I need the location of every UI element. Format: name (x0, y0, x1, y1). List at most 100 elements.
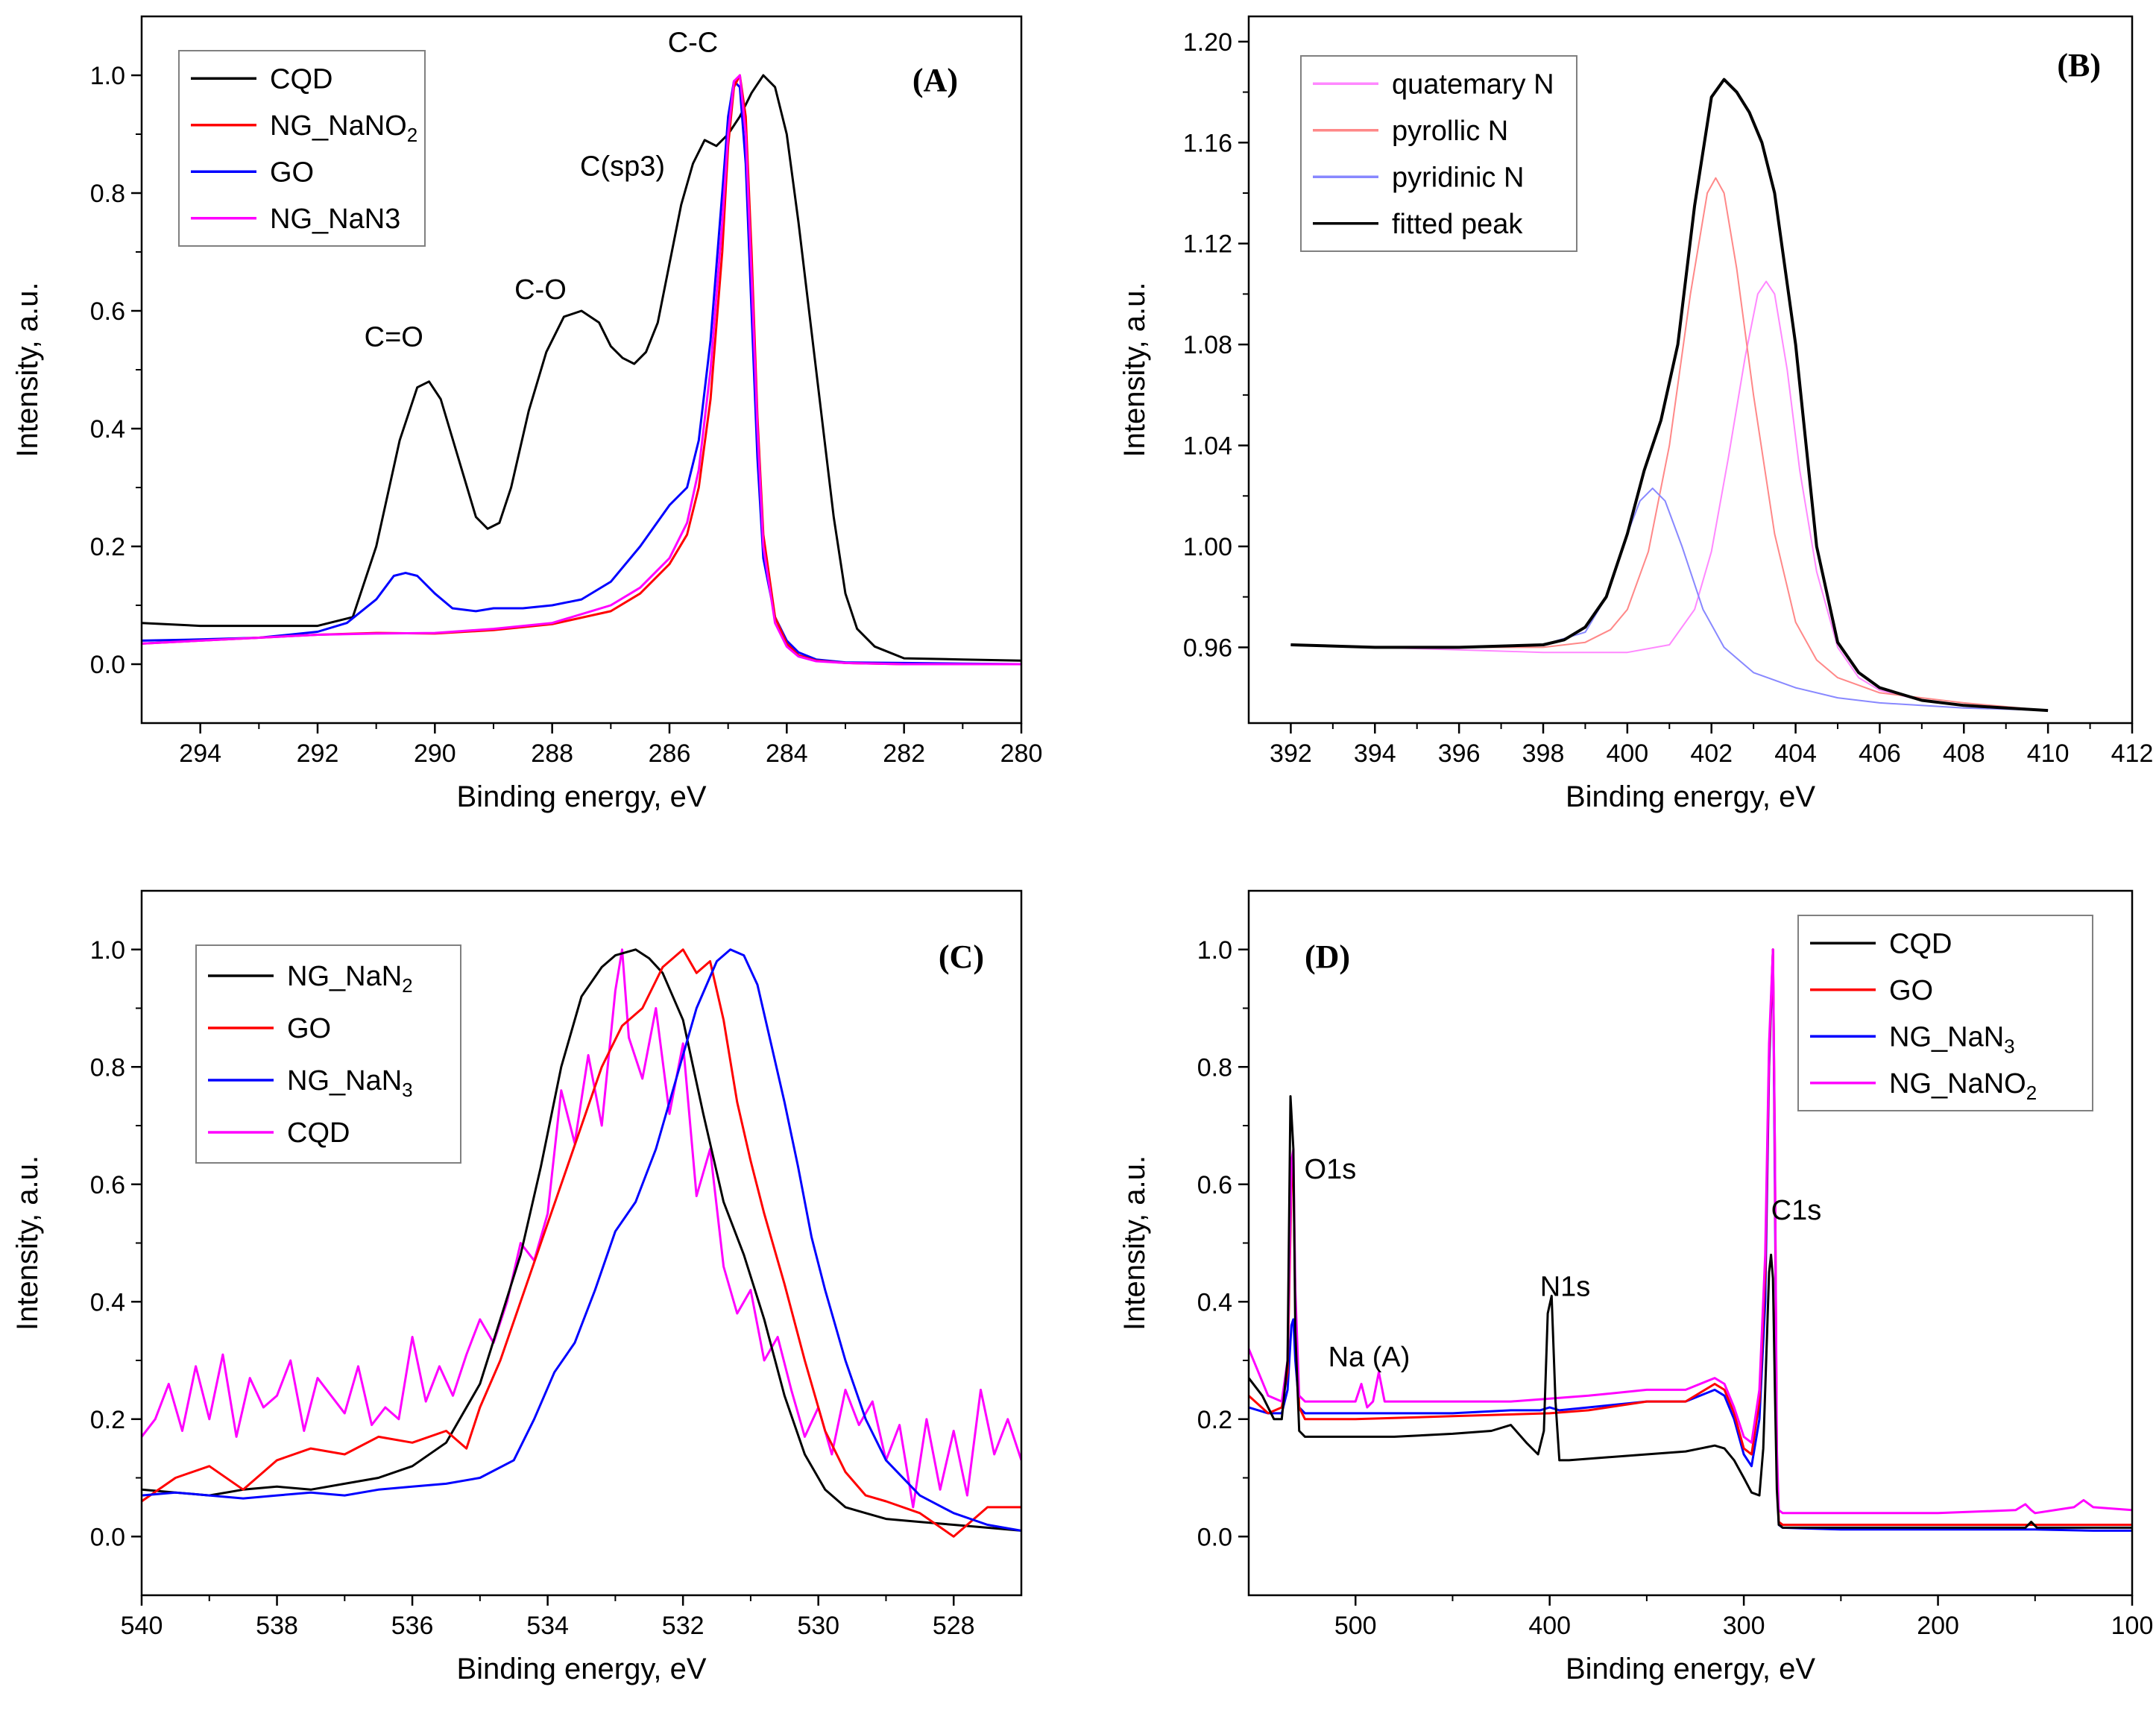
x-tick-label: 288 (531, 739, 573, 768)
legend-entry-text: pyrollic N (1392, 116, 1508, 147)
x-tick-label: 398 (1522, 739, 1565, 768)
x-tick-label: 408 (1943, 739, 1985, 768)
legend-entry-subscript: 3 (402, 1079, 412, 1101)
y-tick-label: 1.04 (1183, 432, 1232, 461)
legend-entry: quatemary N (1392, 69, 1554, 100)
legend: CQD GO NG_NaN3 NG_NaNO2 (1797, 915, 2093, 1111)
series-line-ng-nano2 (1249, 948, 2132, 1515)
y-tick-label: 0.2 (1197, 1406, 1232, 1434)
y-tick-label: 0.0 (90, 651, 125, 679)
chart-panel-c: 540 538 536 534 532 530 528 0.0 0.2 0.4 0.6 0.8 1.0 B… (11, 889, 1023, 1685)
y-tick-label: 0.4 (90, 1288, 125, 1316)
x-tick-label: 100 (2111, 1612, 2154, 1640)
y-axis-title: Intensity, a.u. (1118, 1155, 1151, 1331)
legend-entry-text: NG_NaN (287, 961, 402, 992)
series-line-cqd (142, 948, 1021, 1509)
legend-entry-text: NG_NaN3 (270, 204, 400, 235)
legend-box (1797, 915, 2093, 1111)
peak-annotation: C=O (365, 321, 423, 353)
legend-entry: fitted peak (1392, 209, 1523, 240)
legend-entry-text: fitted peak (1392, 209, 1523, 240)
y-tick-label: 1.0 (90, 936, 125, 965)
y-tick-label: 1.16 (1183, 129, 1232, 157)
x-tick-label: 500 (1334, 1612, 1377, 1640)
x-axis-title: Binding energy, eV (456, 1653, 706, 1685)
y-tick-label: 1.20 (1183, 28, 1232, 57)
y-tick-label: 0.0 (90, 1523, 125, 1551)
legend-entry-text: CQD (1889, 928, 1952, 959)
y-tick-label: 1.0 (90, 62, 125, 90)
x-tick-label: 392 (1270, 739, 1312, 768)
peak-annotation: C-O (514, 274, 567, 306)
legend-entry: GO (270, 157, 314, 188)
x-axis-title: Binding energy, eV (1566, 1653, 1815, 1685)
series-line-quatemary-n (1290, 280, 2049, 712)
x-tick-label: 282 (883, 739, 925, 768)
legend-entry-text: GO (287, 1013, 331, 1044)
x-tick-label: 400 (1528, 1612, 1571, 1640)
legend: quatemary N pyrollic N pyridinic N fitted p… (1300, 55, 1577, 252)
legend-entry: pyridinic N (1392, 162, 1524, 193)
y-tick-label: 1.0 (1197, 936, 1232, 965)
panel-label: (A) (912, 62, 958, 98)
x-axis-title: Binding energy, eV (456, 780, 706, 813)
legend-entry-text: NG_NaNO (270, 110, 407, 142)
x-tick-label: 410 (2027, 739, 2070, 768)
legend-entry-text: GO (270, 157, 314, 188)
chart-panel-a: 294 292 290 288 286 284 282 280 0.0 0.2 0.4 0.6 0.8 1… (11, 15, 1043, 813)
legend-entry-text: CQD (270, 63, 332, 95)
x-tick-label: 394 (1354, 739, 1396, 768)
x-tick-label: 292 (297, 739, 339, 768)
legend-entry: CQD (287, 1117, 350, 1149)
y-axis-title: Intensity, a.u. (11, 1155, 44, 1331)
x-tick-label: 294 (179, 739, 221, 768)
y-tick-label: 0.2 (90, 533, 125, 561)
x-tick-label: 532 (662, 1612, 705, 1640)
x-tick-label: 300 (1723, 1612, 1765, 1640)
panel-label: (C) (939, 939, 984, 975)
y-tick-label: 0.2 (90, 1406, 125, 1434)
legend-entry: GO (287, 1013, 331, 1044)
legend-entry: CQD (1889, 928, 1952, 959)
legend-entry: NG_NaN3 (1889, 1021, 2015, 1057)
legend-entry: NG_NaN3 (270, 204, 400, 235)
legend: CQD NG_NaNO2 GO NG_NaN3 (178, 50, 426, 247)
x-tick-label: 290 (414, 739, 456, 768)
x-axis-title: Binding energy, eV (1566, 780, 1815, 813)
series-line-fitted-peak (1290, 78, 2049, 713)
x-tick-label: 280 (1000, 739, 1043, 768)
x-tick-label: 200 (1917, 1612, 1959, 1640)
panel-label: (B) (2057, 47, 2101, 83)
peak-annotation: N1s (1540, 1271, 1591, 1302)
legend-entry-text: CQD (287, 1117, 350, 1149)
y-tick-label: 0.0 (1197, 1523, 1232, 1551)
plot-frame (1247, 15, 2134, 725)
x-tick-label: 412 (2111, 739, 2154, 768)
y-tick-label: 0.96 (1183, 634, 1232, 662)
legend-entry: NG_NaN3 (287, 1065, 413, 1101)
y-tick-label: 1.12 (1183, 230, 1232, 259)
x-tick-label: 538 (256, 1612, 298, 1640)
x-tick-label: 534 (526, 1612, 569, 1640)
series-line-ng-nan3 (142, 74, 1021, 666)
x-tick-label: 286 (649, 739, 691, 768)
peak-annotation: C1s (1771, 1195, 1822, 1226)
y-tick-label: 0.8 (1197, 1053, 1232, 1082)
legend-entry-text: quatemary N (1392, 69, 1554, 100)
x-tick-label: 404 (1774, 739, 1817, 768)
x-tick-label: 402 (1690, 739, 1733, 768)
panel-label: (D) (1305, 939, 1350, 975)
series-line-cqd (142, 74, 1021, 662)
chart-panel-d: 500 400 300 200 100 0.0 0.2 0.4 0.6 0.8 1.0 Binding… (1118, 889, 2154, 1685)
y-tick-label: 0.8 (90, 180, 125, 208)
legend-entry-text: NG_NaN (1889, 1021, 2004, 1053)
legend-box (195, 944, 461, 1164)
legend-entry: pyrollic N (1392, 116, 1508, 147)
legend-box (1300, 55, 1577, 252)
y-tick-label: 1.08 (1183, 331, 1232, 359)
y-tick-label: 0.4 (1197, 1288, 1232, 1316)
x-tick-label: 396 (1438, 739, 1481, 768)
y-tick-label: 0.8 (90, 1053, 125, 1082)
y-axis-title: Intensity, a.u. (1118, 283, 1151, 458)
peak-annotation: O1s (1305, 1154, 1357, 1185)
